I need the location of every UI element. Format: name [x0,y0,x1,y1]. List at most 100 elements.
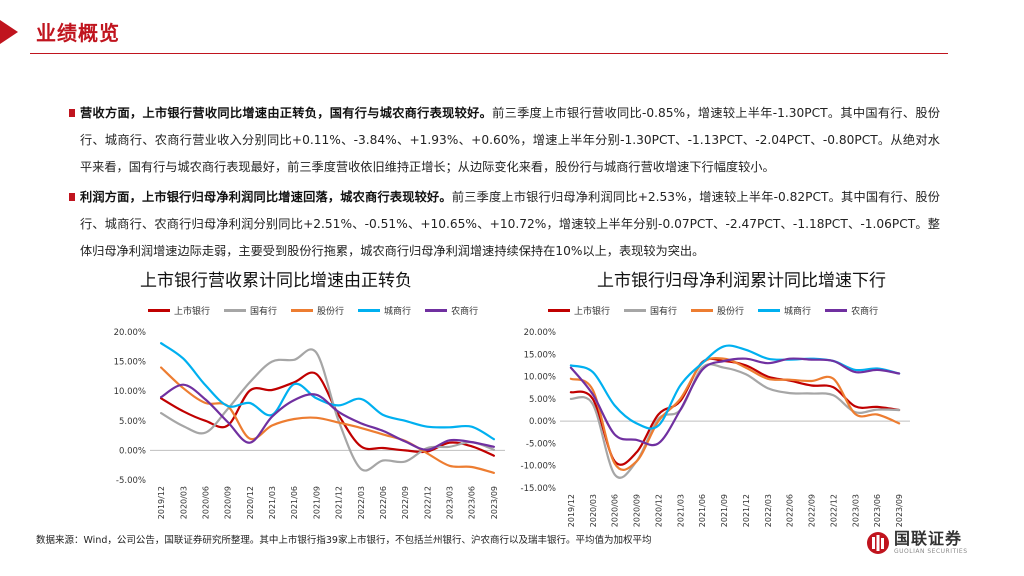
x-tick-label: 2021/06 [290,486,299,519]
legend-item: 农商行 [425,304,478,317]
x-tick-label: 2021/06 [698,494,707,527]
y-tick-label: 5.00% [529,395,556,405]
header-divider [30,53,948,54]
x-tick-label: 2021/09 [720,494,729,527]
legend-item: 国有行 [224,304,277,317]
x-tick-label: 2020/06 [611,494,620,527]
x-tick-label: 2020/03 [179,486,188,519]
x-tick-label: 2023/06 [873,494,882,527]
legend-swatch [691,309,714,312]
x-tick-label: 2022/06 [786,494,795,527]
header-marker [0,20,18,44]
chart-2-legend: 上市银行 国有行 股份行 城商行 农商行 [548,304,892,317]
legend-swatch [148,309,170,312]
legend-swatch [425,309,448,312]
legend-item: 股份行 [291,304,344,317]
legend-label: 城商行 [384,307,412,317]
x-tick-label: 2020/03 [589,494,598,527]
legend-item: 上市银行 [548,304,610,317]
x-tick-label: 2023/03 [446,486,455,519]
revenue-paragraph: 营收方面，上市银行营收同比增速由正转负，国有行与城农商行表现较好。前三季度上市银… [69,100,941,181]
profit-paragraph-body: 前三季度上市银行归母净利润同比+2.53%，增速较上半年-0.82PCT。其中国… [80,190,940,258]
legend-label: 国有行 [650,307,678,317]
company-logo: 国联证券 GUOLIAN SECURITIES [866,530,968,555]
x-tick-label: 2022/03 [357,486,366,519]
x-tick-label: 2021/12 [335,486,344,519]
series-line-国有行 [569,363,901,479]
data-source-note: 数据来源：Wind，公司公告，国联证券研究所整理。其中上市银行指39家上市银行，… [36,535,652,546]
y-tick-label: 20.00% [114,328,146,338]
y-tick-label: 0.00% [529,417,556,427]
y-tick-label: 15.00% [524,350,556,360]
series-line-股份行 [569,356,901,471]
legend-item: 农商行 [825,304,878,317]
revenue-paragraph-heading: 营收方面，上市银行营收同比增速由正转负，国有行与城农商行表现较好。 [80,106,493,120]
legend-swatch [224,309,247,312]
x-tick-label: 2023/06 [468,486,477,519]
x-tick-label: 2021/09 [312,486,321,519]
y-tick-label: 10.00% [114,387,146,397]
legend-label: 城商行 [784,307,812,317]
legend-label: 上市银行 [174,307,211,317]
chart-2-title: 上市银行归母净利润累计同比增速下行 [597,271,886,291]
y-tick-label: 0.00% [119,446,146,456]
bullet-marker [69,109,75,117]
y-tick-label: 20.00% [524,328,556,338]
revenue-paragraph-body: 前三季度上市银行营收同比-0.85%，增速较上半年-1.30PCT。其中国有行、… [80,106,941,174]
chart-2-profit-growth: 20.00% 15.00% 10.00% 5.00% 0.00% -5.00% -10.00… [521,328,910,527]
page-title: 业绩概览 [36,21,120,45]
x-tick-label: 2022/12 [829,494,838,527]
x-tick-label: 2022/06 [379,486,388,519]
legend-swatch [758,309,781,312]
x-tick-label: 2020/12 [246,486,255,519]
x-tick-label: 2021/03 [676,494,685,527]
x-tick-label: 2021/03 [268,486,277,519]
x-tick-label: 2020/09 [633,494,642,527]
bullet-marker [69,193,75,201]
y-tick-label: -5.00% [526,439,556,449]
legend-label: 国有行 [250,307,278,317]
y-tick-label: 5.00% [119,417,146,427]
x-tick-label: 2020/12 [654,494,663,527]
legend-label: 股份行 [717,307,745,317]
legend-swatch [548,309,570,312]
legend-item: 城商行 [758,304,811,317]
y-tick-label: 15.00% [114,358,146,368]
chart-1-revenue-growth: 20.00% 15.00% 10.00% 5.00% 0.00% -5.00% 2019/1… [114,328,505,519]
chart-1-title: 上市银行营收累计同比增速由正转负 [140,271,412,291]
series-line-农商行 [569,357,901,447]
x-tick-label: 2022/03 [764,494,773,527]
logo-mark-icon [867,531,889,554]
profit-paragraph-heading: 利润方面，上市银行归母净利润同比增速回落，城农商行表现较好。 [80,190,452,204]
x-tick-label: 2023/03 [851,494,860,527]
x-tick-label: 2020/09 [224,486,233,519]
y-tick-label: -15.00% [521,484,556,494]
legend-swatch [624,309,647,312]
series-line-国有行 [160,348,495,472]
legend-label: 农商行 [451,307,479,317]
logo-subtitle: GUOLIAN SECURITIES [894,548,968,555]
x-tick-label: 2023/09 [895,494,904,527]
y-tick-label: 10.00% [524,373,556,383]
profit-paragraph: 利润方面，上市银行归母净利润同比增速回落，城农商行表现较好。前三季度上市银行归母… [69,184,940,265]
legend-label: 股份行 [317,307,345,317]
logo-name: 国联证券 [894,529,963,548]
legend-label: 上市银行 [574,307,611,317]
series-line-农商行 [160,383,495,451]
legend-label: 农商行 [851,307,879,317]
x-tick-label: 2022/09 [808,494,817,527]
legend-swatch [825,309,848,312]
chart-1-legend: 上市银行 国有行 股份行 城商行 农商行 [148,304,492,317]
series-line-股份行 [160,366,495,474]
x-tick-label: 2022/09 [401,486,410,519]
legend-item: 城商行 [358,304,411,317]
legend-item: 上市银行 [148,304,210,317]
x-tick-label: 2019/12 [157,486,166,519]
x-tick-label: 2019/12 [567,494,576,527]
legend-item: 股份行 [691,304,744,317]
x-tick-label: 2020/06 [201,486,210,519]
x-tick-label: 2023/09 [490,486,499,519]
legend-swatch [358,309,381,312]
y-tick-label: -10.00% [521,462,556,472]
x-tick-label: 2021/12 [742,494,751,527]
